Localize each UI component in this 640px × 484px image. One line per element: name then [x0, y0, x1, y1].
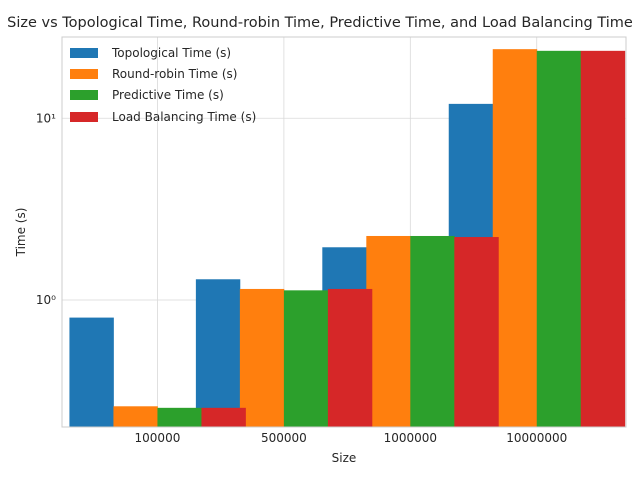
bar: [283, 290, 329, 427]
bar: [201, 407, 246, 427]
x-tick-label: 500000: [261, 431, 307, 445]
legend-item: Topological Time (s): [70, 42, 280, 63]
bar: [580, 50, 626, 428]
x-tick-label: 100000: [135, 431, 181, 445]
legend-label: Load Balancing Time (s): [112, 109, 257, 124]
y-tick-label: 10¹: [36, 111, 56, 125]
legend-swatch: [70, 68, 98, 79]
bar: [157, 407, 202, 427]
y-axis-label: Time (s): [14, 208, 28, 258]
x-axis-label: Size: [332, 451, 357, 465]
legend-label: Round-robin Time (s): [112, 66, 238, 81]
x-tick-labels: 100000 500000 1000000 10000000: [135, 431, 568, 445]
bar: [492, 49, 538, 428]
legend-item: Load Balancing Time (s): [70, 106, 280, 127]
legend: Topological Time (s) Round-robin Time (s)…: [70, 42, 280, 127]
bar: [454, 237, 499, 427]
legend-item: Predictive Time (s): [70, 85, 280, 106]
bar: [366, 235, 411, 427]
bar: [69, 317, 114, 427]
plot-frame: [61, 36, 627, 428]
y-tick-labels: 10⁰ 10¹: [36, 111, 56, 307]
legend-swatch: [70, 90, 98, 101]
bar: [410, 235, 455, 427]
bar: [536, 50, 582, 428]
bar: [195, 279, 241, 427]
chart-title: Size vs Topological Time, Round-robin Ti…: [7, 15, 633, 31]
legend-label: Predictive Time (s): [112, 88, 224, 103]
legend-swatch: [70, 111, 98, 122]
bars: [69, 49, 626, 428]
legend-swatch: [70, 47, 98, 58]
y-tick-label: 10⁰: [36, 293, 56, 307]
legend-label: Topological Time (s): [112, 45, 232, 60]
legend-item: Round-robin Time (s): [70, 63, 280, 84]
x-tick-label: 10000000: [506, 431, 567, 445]
x-tick-label: 1000000: [384, 431, 437, 445]
bar: [239, 288, 285, 427]
bar: [113, 406, 158, 427]
bar: [327, 288, 373, 427]
